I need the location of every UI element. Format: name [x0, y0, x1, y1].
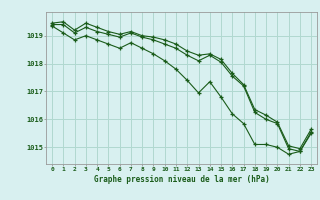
X-axis label: Graphe pression niveau de la mer (hPa): Graphe pression niveau de la mer (hPa): [94, 175, 269, 184]
